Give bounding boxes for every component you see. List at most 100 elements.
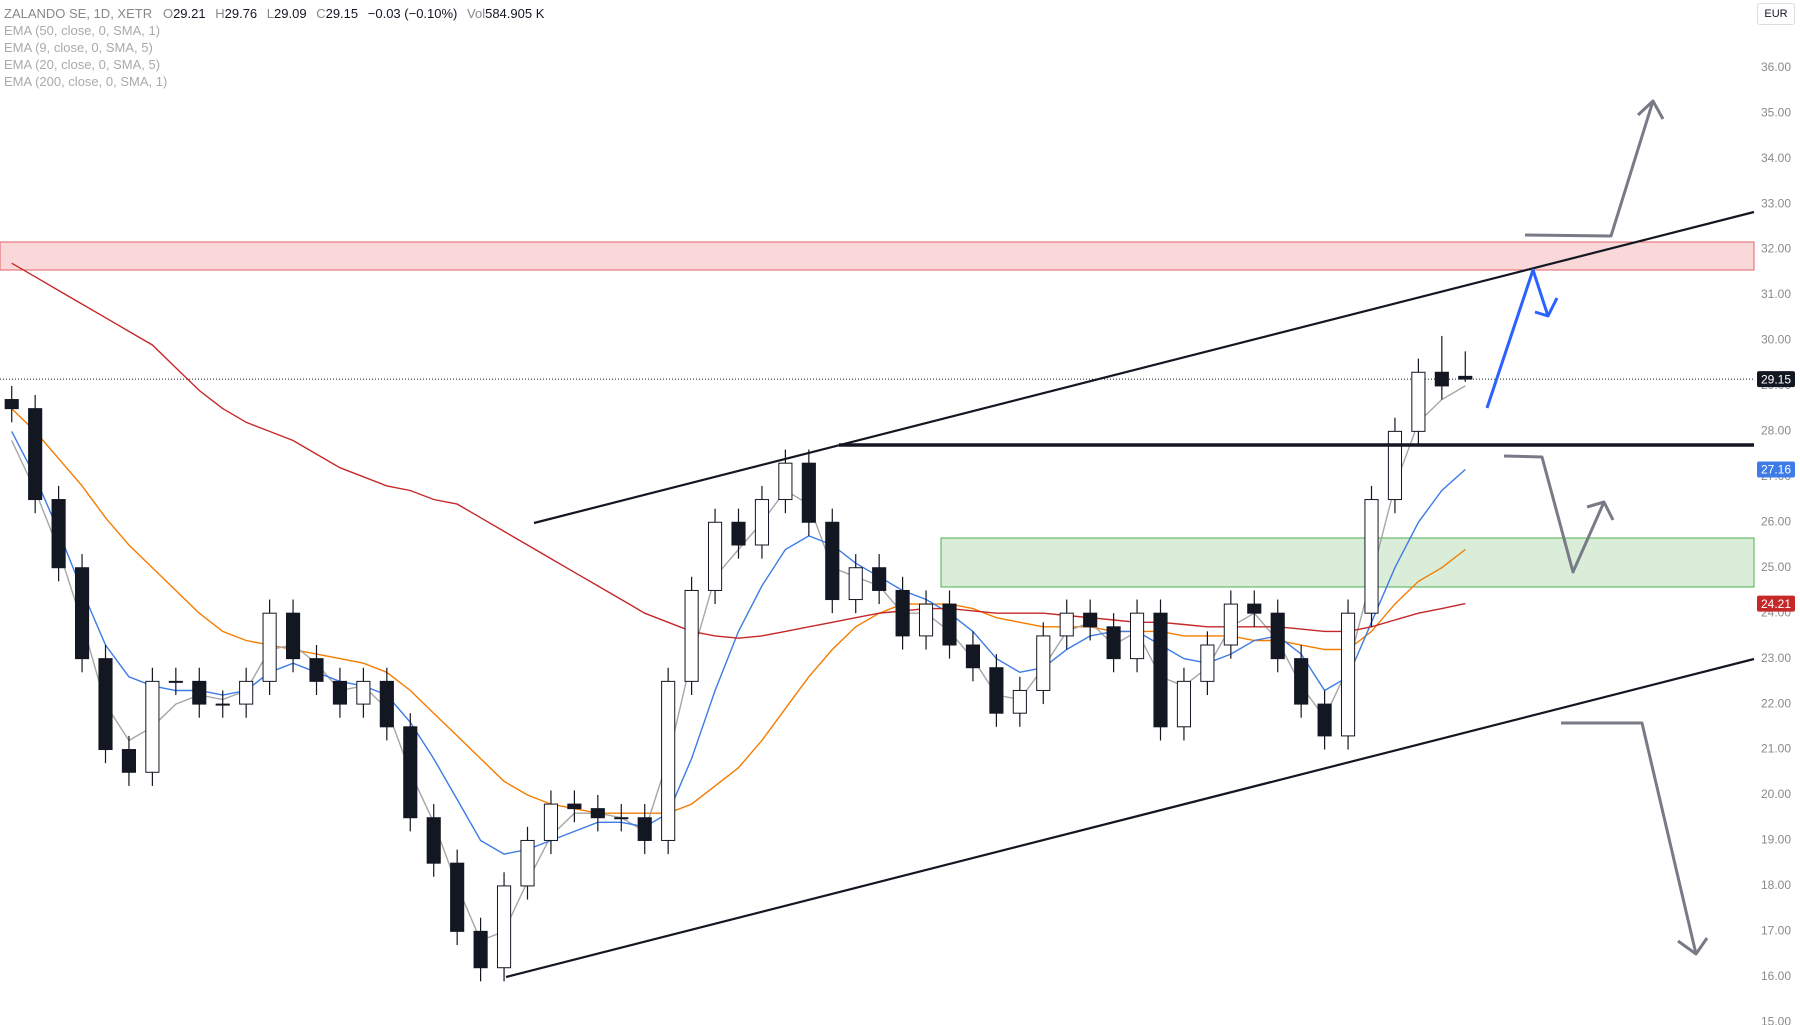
y-tick-label: 21.00 bbox=[1761, 742, 1791, 756]
symbol: ZALANDO SE, 1D, XETR bbox=[4, 6, 153, 21]
candle-body bbox=[1012, 689, 1027, 714]
candle-body bbox=[1294, 658, 1309, 705]
candle-body bbox=[28, 408, 43, 501]
candle-body bbox=[731, 521, 746, 546]
candle-body bbox=[168, 680, 183, 683]
candle-body bbox=[309, 658, 324, 682]
candle-body bbox=[1387, 430, 1403, 501]
candle-body bbox=[707, 521, 723, 591]
y-tick-label: 15.00 bbox=[1761, 1014, 1791, 1025]
candle-body bbox=[942, 603, 957, 646]
y-tick-label: 17.00 bbox=[1761, 924, 1791, 938]
candle-body bbox=[1270, 612, 1285, 660]
price-label-bg bbox=[1757, 595, 1795, 612]
arrow-head bbox=[1534, 297, 1559, 318]
support-zone bbox=[940, 537, 1755, 588]
candle-body bbox=[567, 803, 582, 810]
arrow-head bbox=[1636, 99, 1665, 120]
volume-label: Vol bbox=[467, 6, 486, 21]
open-value: 29.21 bbox=[173, 6, 206, 21]
candle-body bbox=[825, 521, 840, 601]
candle-body bbox=[51, 499, 66, 569]
y-tick-label: 36.00 bbox=[1761, 60, 1791, 74]
candle-body bbox=[590, 808, 605, 819]
scenario-arrow-down bbox=[1561, 721, 1698, 955]
legend-entry[interactable]: EMA (200, close, 0, SMA, 1) bbox=[4, 74, 168, 89]
candle-body bbox=[918, 603, 934, 637]
candle-body bbox=[262, 612, 277, 682]
scenario-arrow-up bbox=[1524, 100, 1655, 238]
close-value: 29.15 bbox=[325, 6, 359, 21]
candle-body bbox=[1317, 703, 1332, 737]
low-label: L bbox=[266, 6, 275, 21]
price-label: 24.21 bbox=[1761, 597, 1791, 611]
candle-body bbox=[1200, 644, 1215, 682]
candle-body bbox=[450, 862, 465, 932]
candle-body bbox=[145, 680, 160, 773]
ema-line bbox=[11, 385, 1466, 942]
drawings bbox=[0, 241, 1755, 588]
candle-body bbox=[1434, 371, 1449, 387]
candle-body bbox=[965, 644, 981, 669]
candle-body bbox=[778, 462, 793, 501]
candle-body bbox=[74, 567, 90, 660]
legend-entry[interactable]: EMA (9, close, 0, SMA, 5) bbox=[4, 40, 153, 55]
arrow-head bbox=[1586, 500, 1615, 521]
y-tick-label: 25.00 bbox=[1761, 560, 1791, 574]
price-label: 27.16 bbox=[1761, 463, 1791, 477]
candle-body bbox=[379, 680, 394, 728]
scenario-arrow-retest bbox=[1503, 454, 1606, 574]
candle-body bbox=[1083, 612, 1098, 628]
candle-body bbox=[872, 567, 887, 591]
candle-body bbox=[496, 885, 512, 969]
y-tick-label: 33.00 bbox=[1761, 196, 1791, 210]
candle-body bbox=[1223, 603, 1238, 646]
legend-entry[interactable]: EMA (20, close, 0, SMA, 5) bbox=[4, 57, 161, 72]
currency-button[interactable]: EUR bbox=[1757, 3, 1795, 25]
y-tick-label: 23.00 bbox=[1761, 651, 1791, 665]
resistance-zone bbox=[0, 241, 1755, 271]
candle-body bbox=[239, 680, 254, 705]
legend-entry[interactable]: EMA (50, close, 0, SMA, 1) bbox=[4, 23, 161, 38]
candle-body bbox=[543, 803, 559, 841]
candle-body bbox=[989, 667, 1004, 714]
candle-body bbox=[426, 817, 441, 864]
candle-body bbox=[473, 930, 488, 969]
candle-body bbox=[848, 567, 863, 601]
candle-body bbox=[754, 499, 770, 546]
candle-body bbox=[4, 399, 19, 410]
candle-body bbox=[895, 589, 910, 637]
candle-body bbox=[1036, 635, 1051, 691]
price-label-bg bbox=[1757, 461, 1795, 478]
low-value: 29.09 bbox=[274, 6, 307, 21]
candle-body bbox=[1340, 612, 1356, 737]
y-tick-label: 19.00 bbox=[1761, 833, 1791, 847]
upper-trendline bbox=[533, 210, 1755, 525]
candle-body bbox=[192, 680, 207, 705]
y-tick-label: 34.00 bbox=[1761, 151, 1791, 165]
ema-line bbox=[11, 431, 1466, 855]
price-label: 29.15 bbox=[1761, 372, 1791, 386]
y-tick-label: 22.00 bbox=[1761, 696, 1791, 710]
y-tick-label: 30.00 bbox=[1761, 333, 1791, 347]
change: −0.03 (−0.10%) bbox=[367, 6, 458, 21]
legend-header: ZALANDO SE, 1D, XETR O29.21 H29.76 L29.0… bbox=[4, 5, 550, 90]
open-label: O bbox=[162, 6, 174, 21]
candle-body bbox=[356, 680, 371, 705]
y-tick-label: 32.00 bbox=[1761, 242, 1791, 256]
candle-body bbox=[1247, 603, 1262, 614]
candle-body bbox=[1364, 499, 1379, 614]
y-tick-label: 26.00 bbox=[1761, 514, 1791, 528]
ohlc-row: ZALANDO SE, 1D, XETR O29.21 H29.76 L29.0… bbox=[4, 5, 550, 22]
candle-body bbox=[121, 749, 137, 773]
candle-body bbox=[215, 703, 230, 706]
candle-body bbox=[614, 817, 629, 820]
high-value: 29.76 bbox=[224, 6, 258, 21]
y-tick-label: 31.00 bbox=[1761, 287, 1791, 301]
candle-body bbox=[520, 839, 535, 887]
y-tick-label: 28.00 bbox=[1761, 424, 1791, 438]
candle-body bbox=[403, 726, 418, 819]
ema-line bbox=[11, 408, 1466, 814]
trend-drawings bbox=[505, 99, 1755, 979]
